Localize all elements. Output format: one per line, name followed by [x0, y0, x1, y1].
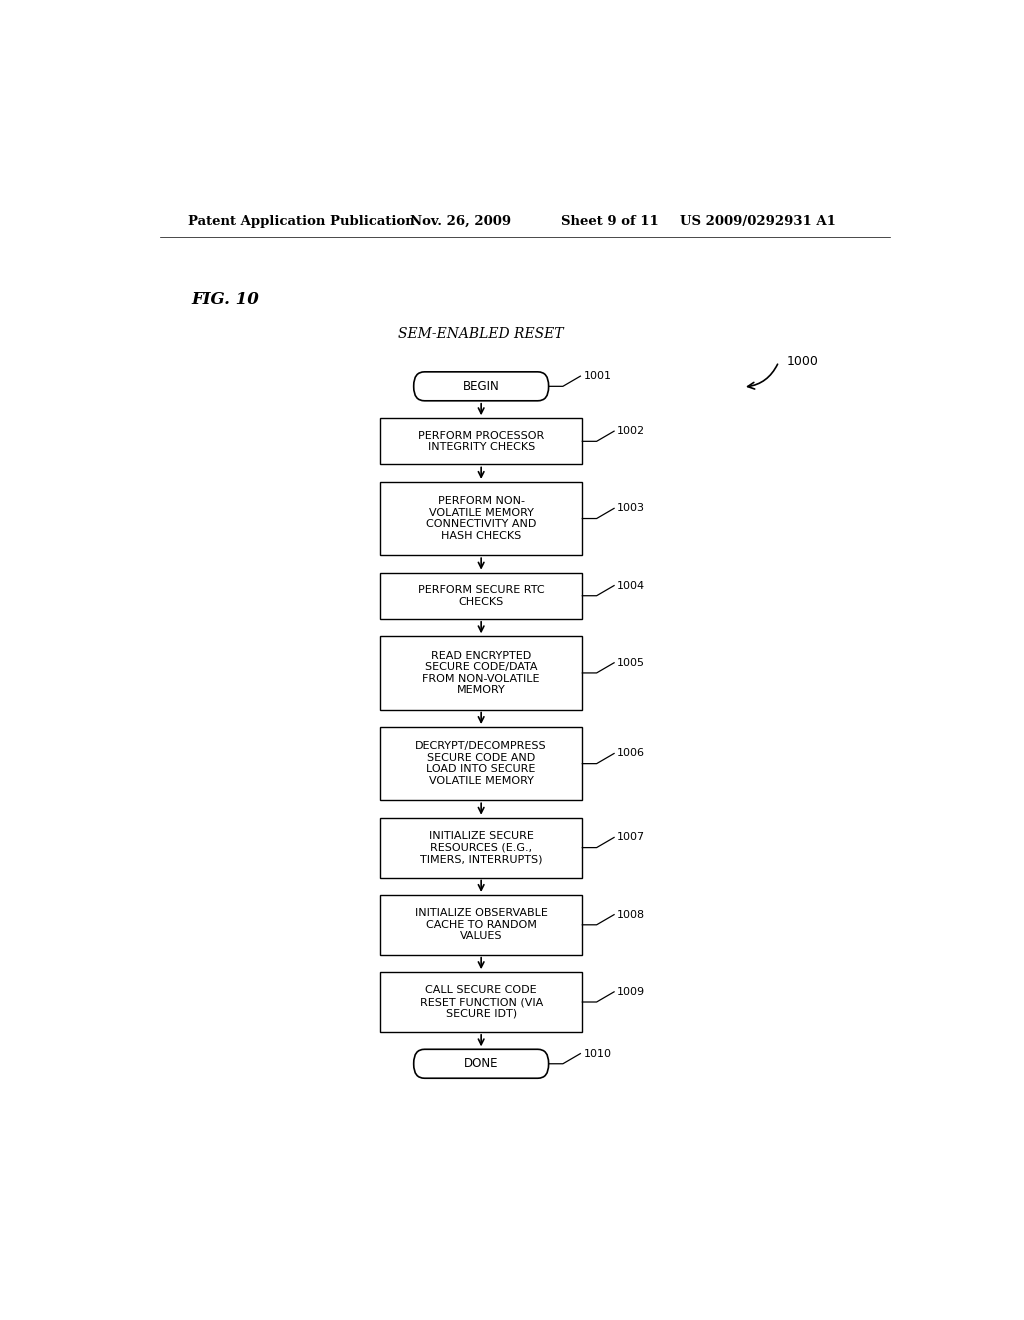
FancyBboxPatch shape: [380, 636, 583, 710]
Text: Nov. 26, 2009: Nov. 26, 2009: [410, 215, 511, 228]
FancyBboxPatch shape: [380, 482, 583, 556]
Text: SEM-ENABLED RESET: SEM-ENABLED RESET: [398, 327, 564, 342]
Text: 1008: 1008: [617, 909, 645, 920]
Text: DONE: DONE: [464, 1057, 499, 1071]
FancyBboxPatch shape: [380, 895, 583, 954]
FancyBboxPatch shape: [414, 372, 549, 401]
Text: 1002: 1002: [617, 426, 645, 436]
Text: 1001: 1001: [584, 371, 611, 381]
FancyBboxPatch shape: [414, 1049, 549, 1078]
Text: 1009: 1009: [617, 987, 645, 997]
FancyBboxPatch shape: [380, 727, 583, 800]
Text: US 2009/0292931 A1: US 2009/0292931 A1: [680, 215, 836, 228]
Text: BEGIN: BEGIN: [463, 380, 500, 393]
Text: DECRYPT/DECOMPRESS
SECURE CODE AND
LOAD INTO SECURE
VOLATILE MEMORY: DECRYPT/DECOMPRESS SECURE CODE AND LOAD …: [416, 742, 547, 785]
Text: INITIALIZE OBSERVABLE
CACHE TO RANDOM
VALUES: INITIALIZE OBSERVABLE CACHE TO RANDOM VA…: [415, 908, 548, 941]
FancyBboxPatch shape: [380, 418, 583, 465]
Text: 1004: 1004: [617, 581, 645, 590]
Text: 1005: 1005: [617, 657, 645, 668]
Text: 1000: 1000: [786, 355, 818, 368]
Text: PERFORM PROCESSOR
INTEGRITY CHECKS: PERFORM PROCESSOR INTEGRITY CHECKS: [418, 430, 545, 453]
Text: Sheet 9 of 11: Sheet 9 of 11: [560, 215, 658, 228]
Text: READ ENCRYPTED
SECURE CODE/DATA
FROM NON-VOLATILE
MEMORY: READ ENCRYPTED SECURE CODE/DATA FROM NON…: [423, 651, 540, 696]
Text: FIG. 10: FIG. 10: [191, 290, 259, 308]
Text: PERFORM SECURE RTC
CHECKS: PERFORM SECURE RTC CHECKS: [418, 585, 545, 606]
Text: PERFORM NON-
VOLATILE MEMORY
CONNECTIVITY AND
HASH CHECKS: PERFORM NON- VOLATILE MEMORY CONNECTIVIT…: [426, 496, 537, 541]
FancyBboxPatch shape: [380, 573, 583, 619]
Text: 1010: 1010: [584, 1048, 611, 1059]
Text: 1003: 1003: [617, 503, 645, 513]
Text: CALL SECURE CODE
RESET FUNCTION (VIA
SECURE IDT): CALL SECURE CODE RESET FUNCTION (VIA SEC…: [420, 986, 543, 1019]
Text: INITIALIZE SECURE
RESOURCES (E.G.,
TIMERS, INTERRUPTS): INITIALIZE SECURE RESOURCES (E.G., TIMER…: [420, 832, 543, 865]
FancyBboxPatch shape: [380, 972, 583, 1032]
Text: 1006: 1006: [617, 748, 645, 759]
Text: Patent Application Publication: Patent Application Publication: [187, 215, 415, 228]
FancyBboxPatch shape: [380, 817, 583, 878]
Text: 1007: 1007: [617, 833, 645, 842]
